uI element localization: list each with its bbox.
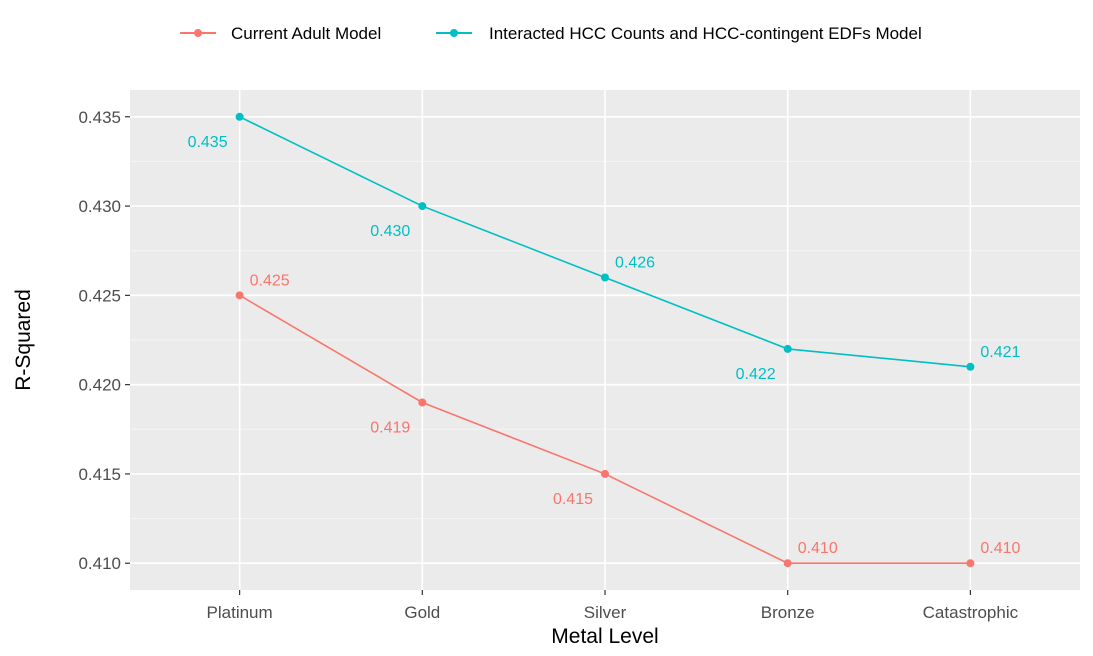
data-label: 0.422 bbox=[736, 366, 776, 383]
data-point bbox=[235, 112, 244, 121]
y-tick-label: 0.425 bbox=[78, 286, 121, 305]
legend-key-point bbox=[450, 29, 458, 37]
data-label: 0.426 bbox=[615, 255, 655, 272]
legend-label-interacted-hcc-model: Interacted HCC Counts and HCC-contingent… bbox=[489, 24, 922, 43]
data-label: 0.435 bbox=[188, 134, 228, 151]
major-gridlines bbox=[130, 90, 1080, 590]
legend-key-point bbox=[194, 29, 202, 37]
y-axis: 0.410 0.415 0.420 0.425 0.430 0.435 bbox=[78, 108, 130, 573]
x-tick-label: Bronze bbox=[761, 603, 815, 622]
data-label: 0.425 bbox=[250, 272, 290, 289]
data-point bbox=[601, 273, 609, 282]
data-point bbox=[966, 362, 975, 371]
data-point bbox=[783, 559, 792, 568]
data-point bbox=[601, 469, 609, 478]
data-point bbox=[783, 344, 792, 353]
x-tick-label: Gold bbox=[404, 603, 440, 622]
data-labels: 0.425 0.419 0.415 0.410 0.410 0.435 0.430 0.426… bbox=[188, 134, 1021, 557]
y-tick-label: 0.435 bbox=[78, 108, 121, 127]
x-tick-label: Catastrophic bbox=[923, 603, 1019, 622]
x-axis-title: Metal Level bbox=[551, 625, 658, 648]
data-label: 0.415 bbox=[553, 491, 593, 508]
y-tick-label: 0.430 bbox=[78, 197, 121, 216]
data-label: 0.430 bbox=[370, 223, 410, 240]
data-label: 0.421 bbox=[980, 344, 1020, 361]
data-point bbox=[418, 202, 427, 211]
data-label: 0.410 bbox=[798, 540, 838, 557]
data-point bbox=[966, 559, 975, 568]
y-tick-label: 0.420 bbox=[78, 376, 121, 395]
legend: Current Adult Model Interacted HCC Count… bbox=[180, 24, 922, 43]
y-axis-title: R-Squared bbox=[12, 289, 35, 391]
data-label: 0.410 bbox=[980, 540, 1020, 557]
data-point bbox=[418, 398, 427, 407]
y-tick-label: 0.410 bbox=[78, 554, 121, 573]
x-axis: Platinum Gold Silver Bronze Catastrophic bbox=[207, 590, 1019, 622]
y-tick-label: 0.415 bbox=[78, 465, 121, 484]
legend-item-interacted-hcc-model: Interacted HCC Counts and HCC-contingent… bbox=[436, 24, 922, 43]
x-tick-label: Silver bbox=[584, 603, 627, 622]
legend-label-current-adult-model: Current Adult Model bbox=[231, 24, 381, 43]
legend-item-current-adult-model: Current Adult Model bbox=[180, 24, 381, 43]
data-label: 0.419 bbox=[370, 420, 410, 437]
series-layer bbox=[235, 112, 975, 568]
x-tick-label: Platinum bbox=[207, 603, 273, 622]
data-point bbox=[235, 291, 244, 300]
